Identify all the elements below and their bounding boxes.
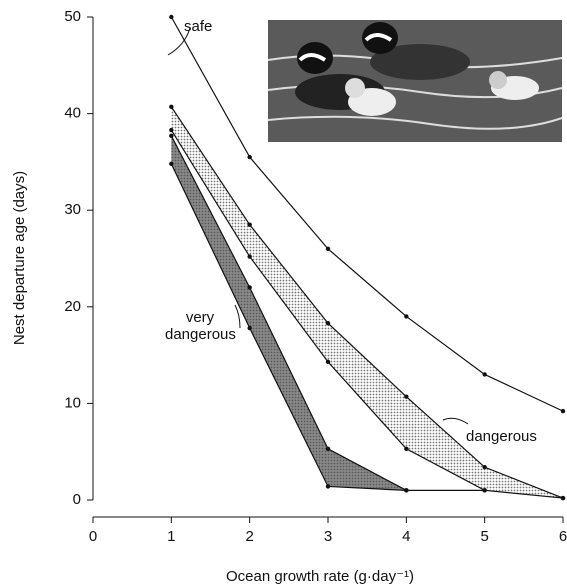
point — [482, 488, 487, 493]
point — [325, 321, 331, 326]
point — [560, 408, 566, 414]
line — [170, 16, 564, 412]
x-tick-label: 5 — [480, 528, 488, 545]
annotation-arrow — [442, 417, 469, 425]
point — [482, 464, 487, 470]
point — [325, 359, 331, 365]
x-tick-label: 6 — [559, 528, 567, 545]
x-tick-label: 0 — [89, 528, 97, 545]
point — [169, 104, 174, 110]
point — [169, 14, 174, 20]
point — [247, 154, 252, 160]
point — [169, 133, 174, 139]
point — [325, 484, 331, 489]
point — [404, 314, 409, 319]
line — [170, 129, 564, 499]
point — [482, 372, 487, 377]
x-tick-label: 4 — [402, 528, 410, 545]
x-tick-label: 3 — [324, 528, 332, 545]
point — [404, 446, 409, 452]
annotation-arrow — [234, 304, 241, 329]
annotation: very dangerous — [165, 309, 236, 343]
y-tick-label: 10 — [64, 394, 81, 411]
point — [404, 394, 409, 399]
point — [247, 325, 252, 331]
y-axis-label: Nest departure age (days) — [11, 171, 28, 345]
y-tick-label: 40 — [64, 105, 81, 122]
y-tick-label: 0 — [73, 491, 81, 508]
point — [325, 246, 331, 252]
line — [170, 135, 407, 491]
point — [325, 446, 331, 452]
point — [404, 488, 409, 493]
x-tick-label: 2 — [245, 528, 253, 545]
line — [170, 106, 564, 499]
point — [169, 127, 174, 133]
bird-illustration — [267, 20, 563, 142]
x-tick-label: 1 — [167, 528, 175, 545]
annotation-arrow — [167, 27, 191, 56]
point — [169, 161, 174, 167]
point — [560, 495, 566, 501]
x-axis-label: Ocean growth rate (g·day⁻¹) — [226, 568, 414, 585]
annotation: dangerous — [466, 428, 537, 445]
point — [247, 222, 252, 227]
point — [247, 285, 252, 290]
y-tick-label: 20 — [64, 298, 81, 315]
y-tick-label: 30 — [64, 201, 81, 218]
annotation: safe — [184, 18, 213, 35]
point — [247, 254, 252, 259]
y-tick-label: 50 — [64, 8, 81, 25]
